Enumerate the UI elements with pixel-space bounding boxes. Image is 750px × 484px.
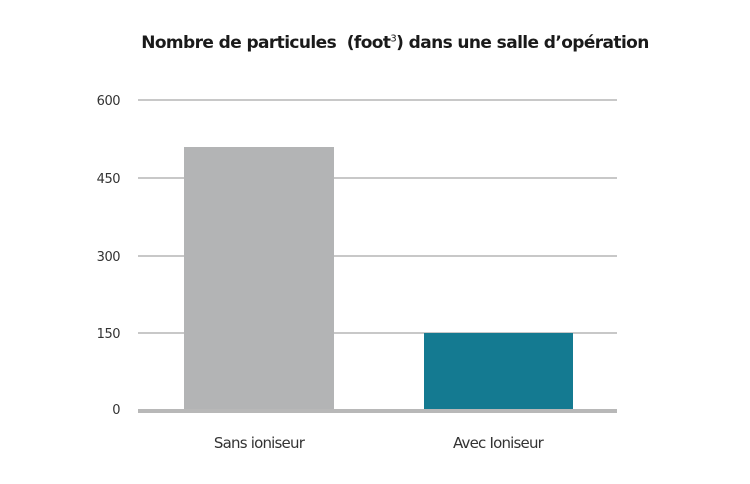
bar-avec-ioniseur: [424, 333, 573, 411]
y-tick-0: 0: [112, 403, 120, 418]
gridline-300: [138, 255, 617, 257]
y-tick-300: 300: [96, 250, 121, 265]
x-label-sans-ioniseur: Sans ioniseur: [213, 434, 305, 452]
gridline-450: [138, 177, 617, 179]
x-label-avec-ioniseur: Avec Ioniseur: [452, 434, 544, 452]
y-tick-600: 600: [96, 94, 121, 109]
y-tick-150: 150: [96, 327, 121, 342]
y-tick-450: 450: [96, 172, 121, 187]
x-axis-baseline: [138, 409, 617, 413]
gridline-150: [138, 332, 617, 334]
bar-sans-ioniseur: [184, 146, 334, 411]
gridline-600: [138, 99, 617, 101]
chart-title: Nombre de particules (foot3) dans une sa…: [141, 33, 649, 53]
